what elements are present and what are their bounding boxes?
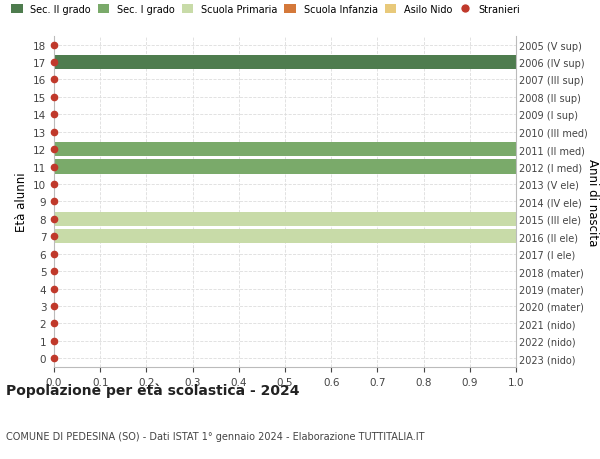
Bar <box>54 212 516 226</box>
Bar <box>54 160 516 174</box>
Bar <box>54 230 516 244</box>
Y-axis label: Anni di nascita: Anni di nascita <box>586 158 599 246</box>
Legend: Sec. II grado, Sec. I grado, Scuola Primaria, Scuola Infanzia, Asilo Nido, Stran: Sec. II grado, Sec. I grado, Scuola Prim… <box>11 5 520 15</box>
Text: Popolazione per età scolastica - 2024: Popolazione per età scolastica - 2024 <box>6 382 299 397</box>
Text: COMUNE DI PEDESINA (SO) - Dati ISTAT 1° gennaio 2024 - Elaborazione TUTTITALIA.I: COMUNE DI PEDESINA (SO) - Dati ISTAT 1° … <box>6 431 425 441</box>
Y-axis label: Età alunni: Età alunni <box>14 172 28 232</box>
Bar <box>54 143 516 157</box>
Bar <box>54 56 516 70</box>
